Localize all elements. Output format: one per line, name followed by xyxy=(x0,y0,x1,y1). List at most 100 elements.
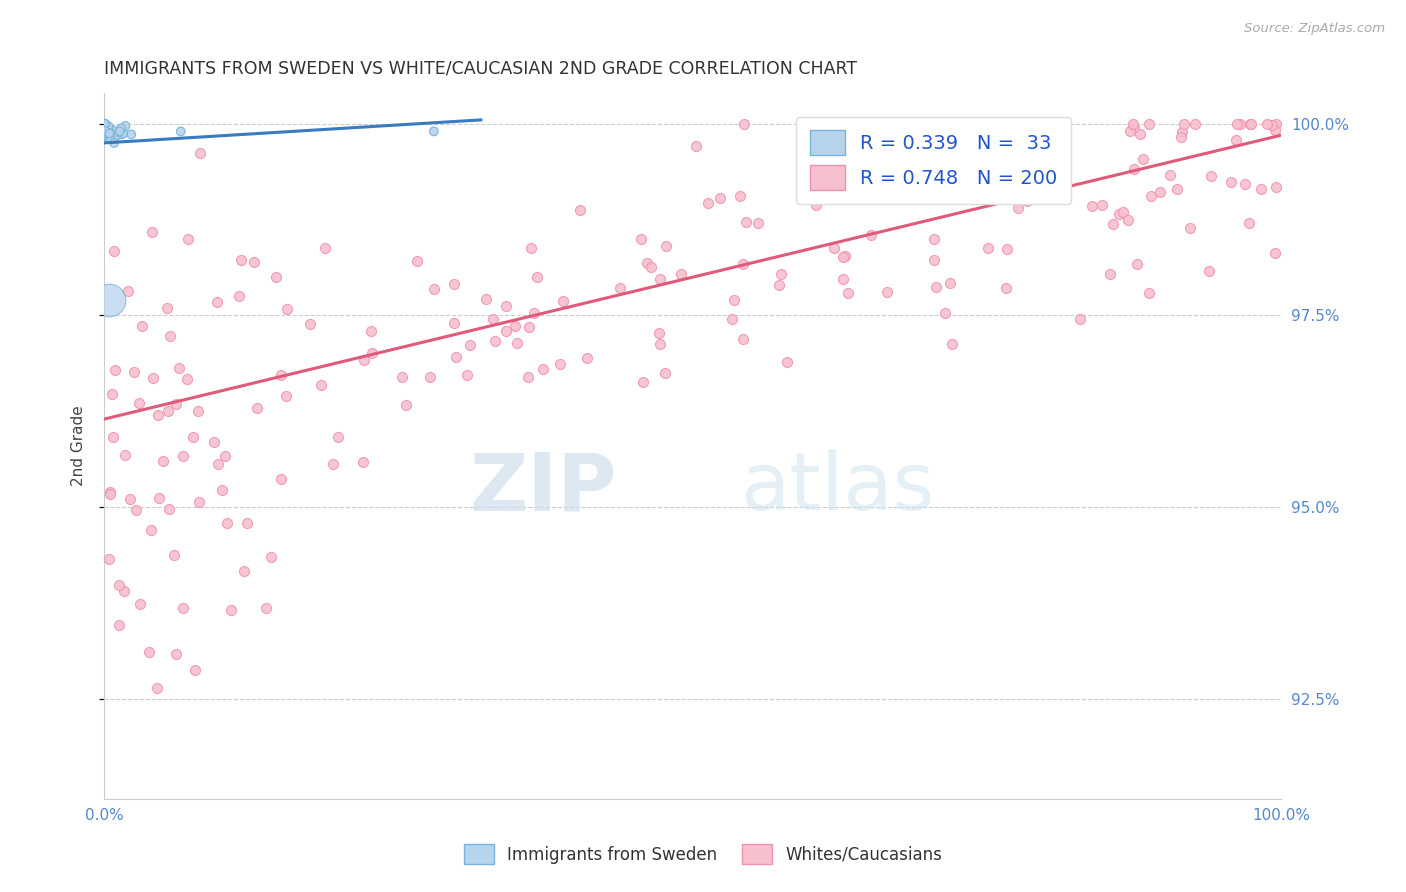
Point xyxy=(328,430,350,444)
Point xyxy=(103,125,125,139)
Point xyxy=(142,371,165,385)
Point xyxy=(395,398,418,412)
Point xyxy=(107,578,129,592)
Point xyxy=(747,216,769,230)
Point xyxy=(516,370,538,384)
Point xyxy=(108,618,131,632)
Point xyxy=(569,202,592,217)
Point xyxy=(723,293,745,308)
Point xyxy=(731,257,754,271)
Point xyxy=(188,146,211,161)
Point xyxy=(117,284,139,298)
Point xyxy=(125,502,148,516)
Point xyxy=(207,295,229,310)
Point xyxy=(1026,166,1049,180)
Point xyxy=(1007,201,1029,215)
Point xyxy=(157,502,180,516)
Point xyxy=(1229,117,1251,131)
Point xyxy=(156,301,179,315)
Point xyxy=(104,129,127,144)
Point xyxy=(1017,194,1039,208)
Point xyxy=(995,281,1018,295)
Point xyxy=(458,337,481,351)
Point xyxy=(419,369,441,384)
Point xyxy=(177,232,200,246)
Point xyxy=(360,345,382,359)
Point xyxy=(101,122,124,136)
Point xyxy=(456,368,478,383)
Point xyxy=(148,491,170,506)
Point xyxy=(922,232,945,246)
Point xyxy=(207,457,229,471)
Point xyxy=(731,332,754,346)
Point xyxy=(1170,130,1192,145)
Point xyxy=(1173,117,1195,131)
Point xyxy=(443,277,465,292)
Point xyxy=(1225,133,1247,147)
Point xyxy=(141,225,163,239)
Point xyxy=(1032,117,1054,131)
Point xyxy=(503,318,526,333)
Point xyxy=(519,320,541,334)
Point xyxy=(495,324,517,338)
Point xyxy=(925,280,948,294)
Point xyxy=(1171,125,1194,139)
Point xyxy=(443,316,465,330)
Point xyxy=(391,370,413,384)
Point xyxy=(148,408,170,422)
Point xyxy=(685,138,707,153)
Point xyxy=(934,306,956,320)
Point xyxy=(353,352,375,367)
Point xyxy=(1178,221,1201,235)
Point xyxy=(768,277,790,292)
Point xyxy=(98,125,121,139)
Point xyxy=(735,215,758,229)
Point xyxy=(709,191,731,205)
Point xyxy=(1111,204,1133,219)
Point xyxy=(353,455,375,469)
Point xyxy=(236,516,259,530)
Point xyxy=(112,583,135,598)
Point xyxy=(1123,161,1146,176)
Point xyxy=(721,312,744,326)
Point xyxy=(733,117,755,131)
Point xyxy=(482,311,505,326)
Point xyxy=(1149,185,1171,199)
Point xyxy=(309,378,332,392)
Point xyxy=(1237,216,1260,230)
Point xyxy=(1256,117,1278,131)
Point xyxy=(1098,267,1121,281)
Point xyxy=(873,178,896,193)
Point xyxy=(103,244,125,258)
Point xyxy=(217,516,239,530)
Point xyxy=(837,286,859,301)
Point xyxy=(834,249,856,263)
Point xyxy=(146,681,169,695)
Point xyxy=(229,253,252,268)
Point xyxy=(609,280,631,294)
Point xyxy=(172,601,194,615)
Point xyxy=(484,334,506,348)
Point xyxy=(141,523,163,537)
Point xyxy=(506,336,529,351)
Point xyxy=(636,256,658,270)
Point xyxy=(1220,175,1243,189)
Point xyxy=(1234,177,1257,191)
Point xyxy=(1226,117,1249,131)
Point xyxy=(832,271,855,285)
Point xyxy=(405,254,427,268)
Point xyxy=(128,396,150,410)
Point xyxy=(98,127,121,141)
Point xyxy=(129,597,152,611)
Point xyxy=(1116,213,1139,227)
Point xyxy=(243,255,266,269)
Point xyxy=(1132,153,1154,167)
Point xyxy=(823,241,845,255)
Point xyxy=(94,126,117,140)
Point xyxy=(423,282,446,296)
Point xyxy=(97,126,120,140)
Point xyxy=(1119,124,1142,138)
Point xyxy=(94,128,117,142)
Point xyxy=(876,285,898,299)
Point xyxy=(1140,188,1163,202)
